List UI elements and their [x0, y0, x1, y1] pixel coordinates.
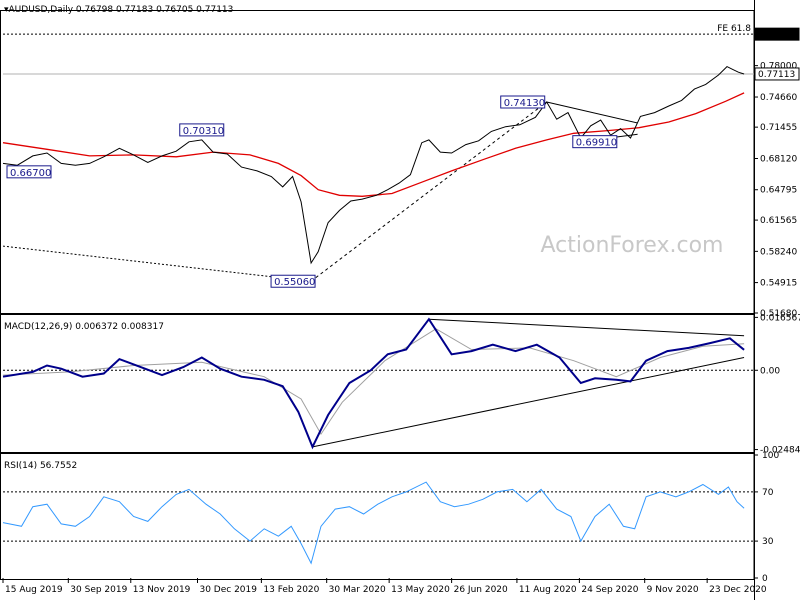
- macd-trendline-0: [428, 318, 745, 337]
- price-line: [2, 65, 745, 265]
- x-tick-label: 13 May 2020: [391, 585, 450, 595]
- macd-tick-label: -0.02484: [760, 446, 800, 456]
- x-tick-label: 30 Mar 2020: [329, 585, 386, 595]
- x-tick-label: 11 Aug 2020: [519, 585, 577, 595]
- swing-label-box-2: [270, 274, 316, 288]
- x-tick-label: 26 Jun 2020: [454, 585, 508, 595]
- price-tick-label: 0.51680: [760, 309, 797, 319]
- swing-label-2: 0.55060: [274, 277, 315, 288]
- x-tick-label: 24 Sep 2020: [581, 585, 638, 595]
- x-tick-label: 15 Aug 2019: [5, 585, 63, 595]
- swing-label-box-3: [500, 95, 546, 109]
- swing-label-0: 0.66700: [10, 168, 51, 179]
- pane-frame-1: [0, 313, 755, 454]
- price-highlight-label-1: 0.77113: [758, 70, 795, 80]
- macd-trendline-1: [312, 357, 745, 448]
- price-tick-label: 0.58240: [760, 247, 797, 257]
- macd-pane-title: MACD(12,26,9) 0.006372 0.008317: [4, 322, 164, 332]
- price-tick-label: 0.74660: [760, 93, 797, 103]
- macd-tick-label: 0.00: [760, 366, 780, 376]
- price-tick-label: 0.61565: [760, 216, 797, 226]
- price-trendline-0: [2, 245, 312, 282]
- price-highlight-box-0: [754, 27, 800, 41]
- rsi-tick-label: 30: [762, 537, 774, 547]
- price-pane: 0.78000 0.74660 0.71455 0.68120 0.64795 0.615…: [2, 24, 800, 319]
- macd-pane: 0.016567 0.00 -0.02484: [2, 313, 800, 456]
- swing-label-box-0: [6, 165, 52, 179]
- price-pane-title: ▾AUDUSD,Daily 0.76798 0.77183 0.76705 0.…: [4, 5, 233, 15]
- price-tick-label: 0.64795: [760, 186, 797, 196]
- rsi-line: [2, 481, 745, 565]
- swing-label-3: 0.74130: [504, 98, 545, 109]
- x-tick-label: 30 Dec 2019: [199, 585, 257, 595]
- rsi-tick-label: 100: [762, 451, 779, 461]
- price-tick-label: 0.71455: [760, 123, 797, 133]
- pane-frames: [0, 0, 755, 600]
- price-tick-label: 0.78000: [760, 62, 797, 72]
- macd-line: [2, 317, 745, 450]
- x-axis: 15 Aug 2019 30 Sep 2019 13 Nov 2019 30 Dec …: [2, 578, 767, 595]
- rsi-pane: 100 70 30 0: [2, 451, 779, 584]
- fibo-label: FE 61.8: [717, 24, 751, 34]
- x-tick-label: 13 Feb 2020: [263, 585, 319, 595]
- pane-frame-2: [0, 452, 755, 580]
- swing-label-box-1: [179, 123, 225, 137]
- pane-frame-0: [0, 10, 755, 315]
- sma-line: [2, 92, 745, 197]
- watermark: ActionForex.com: [541, 233, 724, 258]
- price-trendline-1: [310, 101, 548, 282]
- x-tick-label: 30 Sep 2019: [70, 585, 127, 595]
- price-tick-label: 0.54915: [760, 279, 797, 289]
- price-highlight-box-1: [754, 67, 800, 81]
- price-trendline-2: [546, 101, 638, 124]
- macd-tick-label: 0.016567: [760, 313, 800, 323]
- swing-label-4: 0.69910: [576, 138, 617, 149]
- x-tick-label: 13 Nov 2019: [133, 585, 191, 595]
- price-tick-label: 0.68120: [760, 154, 797, 164]
- price-highlight-label-0: 0.81350: [758, 30, 795, 40]
- swing-label-box-4: [572, 135, 618, 149]
- rsi-tick-label: 70: [762, 488, 774, 498]
- rsi-tick-label: 0: [762, 574, 768, 584]
- rsi-pane-title: RSI(14) 56.7552: [4, 461, 77, 471]
- x-tick-label: 9 Nov 2020: [647, 585, 699, 595]
- x-tick-label: 23 Dec 2020: [709, 585, 767, 595]
- macd-signal-line: [2, 328, 745, 436]
- swing-label-1: 0.70310: [183, 126, 224, 137]
